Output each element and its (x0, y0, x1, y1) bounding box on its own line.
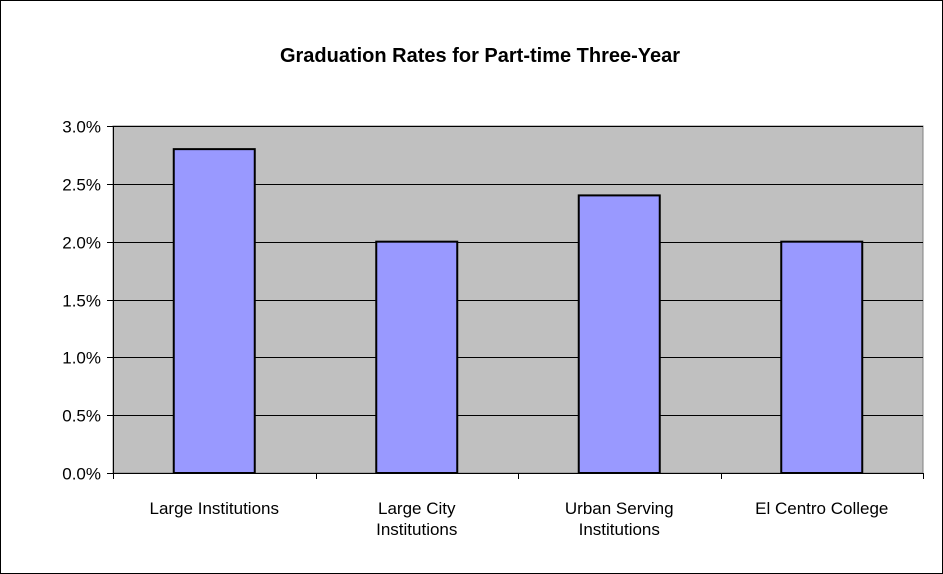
x-tick-label: El Centro College (755, 499, 888, 518)
chart-title: Graduation Rates for Part-time Three-Yea… (280, 45, 680, 67)
x-tick-label: Large Institutions (150, 499, 279, 518)
y-tick-label: 0.0% (62, 465, 101, 484)
x-tick-labels: Large Institutions Large City Institutions… (150, 499, 889, 539)
bar (375, 240, 459, 474)
bar (577, 194, 661, 474)
y-tick-label: 2.0% (62, 234, 101, 253)
y-tick-labels: 0.0% 0.5% 1.0% 1.5% 2.0% 2.5% 3.0% (62, 118, 101, 484)
bars (172, 148, 864, 474)
y-axis (107, 126, 114, 474)
bar (172, 148, 256, 474)
y-tick-label: 3.0% (62, 118, 101, 137)
bar (780, 240, 864, 474)
y-tick-label: 0.5% (62, 407, 101, 426)
y-tick-label: 1.5% (62, 292, 101, 311)
y-tick-label: 1.0% (62, 349, 101, 368)
x-tick-label: Urban Serving Institutions (565, 499, 674, 539)
y-tick-label: 2.5% (62, 176, 101, 195)
x-tick-label: Large City Institutions (376, 499, 457, 539)
